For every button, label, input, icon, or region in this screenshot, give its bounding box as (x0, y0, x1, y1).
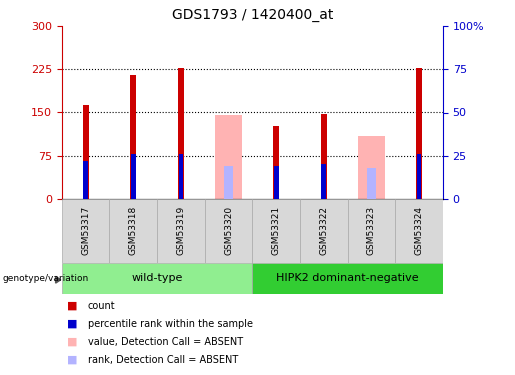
Bar (252, 262, 443, 294)
Bar (358, 135, 385, 199)
Bar (62, 199, 109, 262)
Bar (130, 75, 136, 199)
Text: GSM53323: GSM53323 (367, 206, 376, 255)
Text: GSM53318: GSM53318 (129, 206, 138, 255)
Bar (348, 199, 395, 262)
Text: GSM53320: GSM53320 (224, 206, 233, 255)
Bar (321, 114, 327, 199)
Text: GSM53322: GSM53322 (319, 206, 328, 255)
Bar (215, 116, 242, 199)
Text: count: count (88, 301, 115, 310)
Title: GDS1793 / 1420400_at: GDS1793 / 1420400_at (171, 9, 333, 22)
Text: GSM53324: GSM53324 (415, 206, 423, 255)
Polygon shape (56, 276, 61, 283)
Bar (204, 199, 252, 262)
Bar (395, 199, 443, 262)
Text: value, Detection Call = ABSENT: value, Detection Call = ABSENT (88, 337, 243, 346)
Text: ■: ■ (67, 301, 77, 310)
Bar (321, 164, 326, 199)
Text: wild-type: wild-type (131, 273, 183, 284)
Bar (131, 154, 135, 199)
Text: ■: ■ (67, 337, 77, 346)
Bar (252, 199, 300, 262)
Text: percentile rank within the sample: percentile rank within the sample (88, 319, 252, 328)
Text: GSM53317: GSM53317 (81, 206, 90, 255)
Text: ■: ■ (67, 355, 77, 364)
Bar (273, 126, 279, 199)
Text: genotype/variation: genotype/variation (3, 274, 89, 283)
Bar (367, 168, 376, 199)
Bar (109, 199, 157, 262)
Bar (300, 199, 348, 262)
Bar (224, 166, 233, 199)
Bar (416, 68, 422, 199)
Bar (82, 105, 89, 199)
Bar (417, 154, 421, 199)
Text: HIPK2 dominant-negative: HIPK2 dominant-negative (277, 273, 419, 284)
Bar (179, 154, 183, 199)
Text: GSM53321: GSM53321 (272, 206, 281, 255)
Text: rank, Detection Call = ABSENT: rank, Detection Call = ABSENT (88, 355, 238, 364)
Bar (274, 166, 279, 199)
Bar (62, 262, 252, 294)
Bar (157, 199, 204, 262)
Bar (83, 161, 88, 199)
Text: GSM53319: GSM53319 (177, 206, 185, 255)
Bar (178, 68, 184, 199)
Text: ■: ■ (67, 319, 77, 328)
